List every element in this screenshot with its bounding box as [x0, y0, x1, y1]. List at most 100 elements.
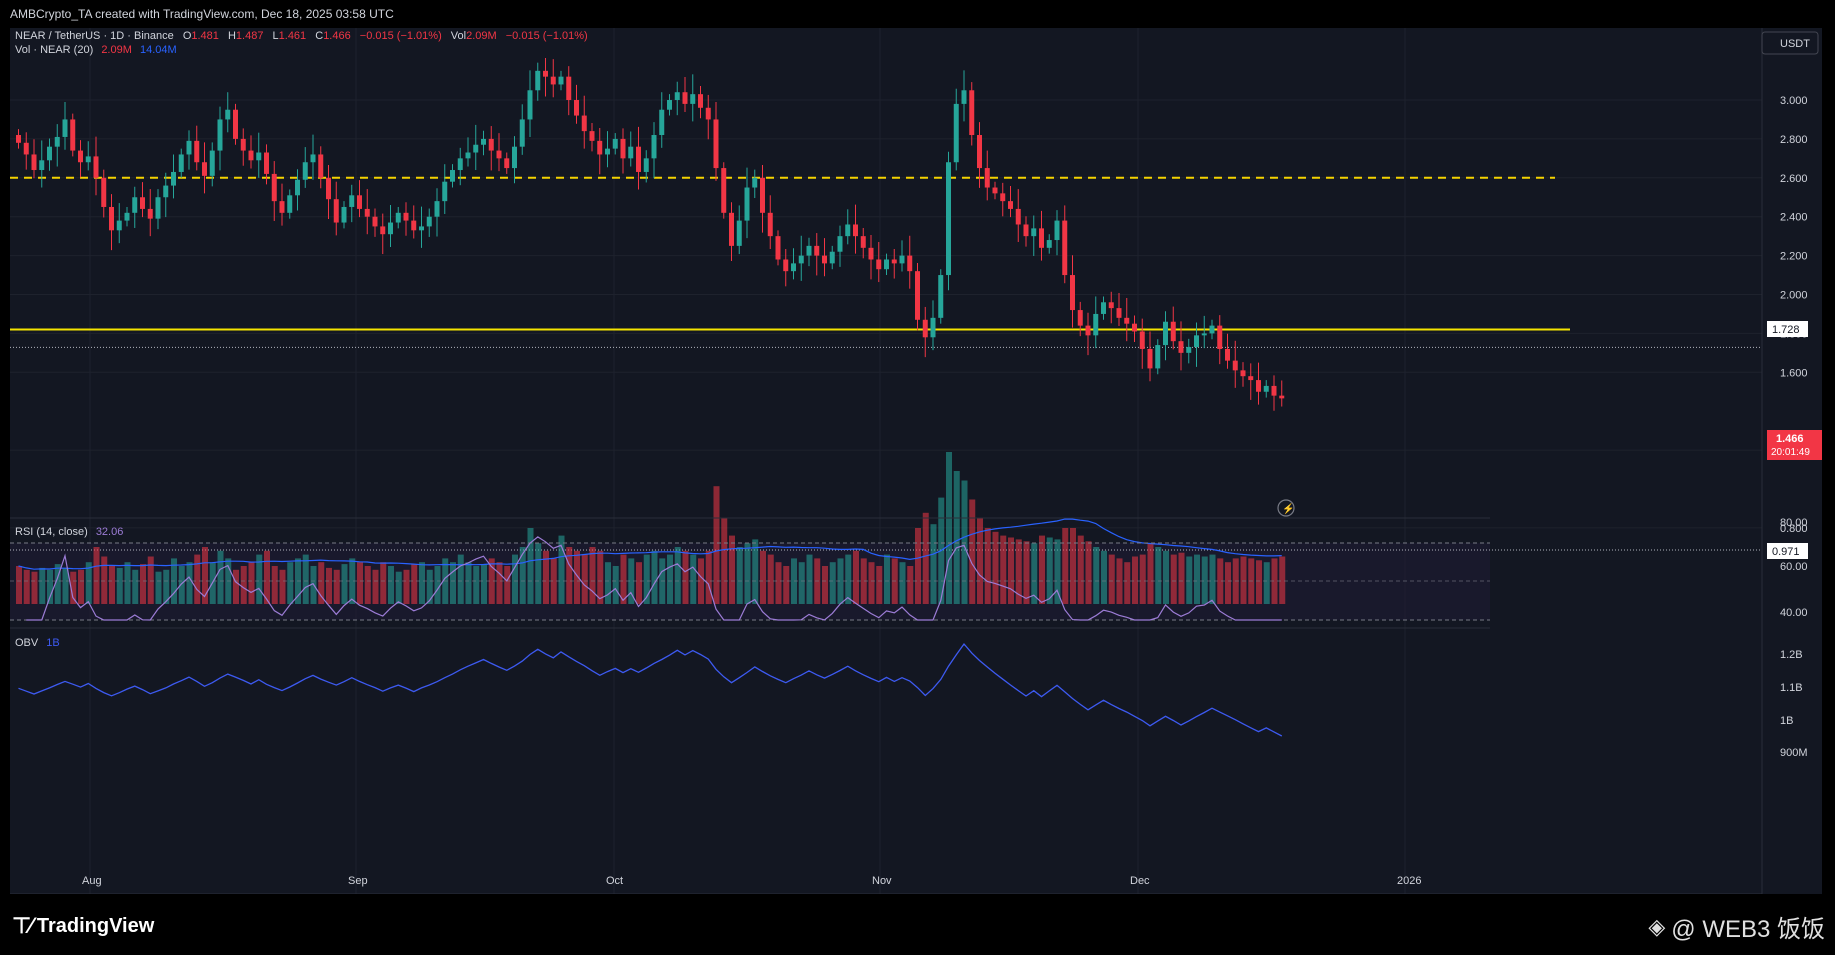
candle-body — [589, 131, 595, 141]
volume-bar — [341, 564, 348, 604]
obv-tick: 1.1B — [1780, 682, 1803, 694]
candle-body — [1077, 310, 1083, 326]
candle-body — [977, 135, 982, 169]
candle-body — [806, 245, 812, 256]
volume-bar — [450, 562, 456, 604]
volume-bar — [54, 564, 61, 604]
volume-bar — [636, 562, 642, 604]
price-levels — [10, 176, 1762, 551]
candle-body — [341, 206, 347, 223]
footer-bar: ⊤⁄ TradingView ◈ @ WEB3 饭饭 — [0, 895, 1835, 955]
candle-body — [426, 216, 432, 227]
candle-body — [302, 162, 308, 180]
volume-bar — [535, 543, 542, 604]
candle-body — [209, 150, 215, 176]
chart-frame[interactable]: ⚡ NEAR / TetherUS · 1D · Binance O1.481 … — [10, 28, 1822, 894]
candle-body — [465, 152, 471, 159]
volume-bar — [1263, 562, 1270, 604]
volume-bar — [264, 550, 270, 604]
volume-bar — [1132, 556, 1138, 604]
volume-bar — [349, 558, 356, 604]
last-price-marker — [1767, 430, 1822, 460]
volume-bar — [915, 528, 921, 604]
volume-bar — [411, 564, 418, 604]
volume-bar — [248, 562, 255, 604]
volume-bar — [47, 569, 53, 604]
candle-body — [884, 259, 889, 270]
volume-bar — [1163, 550, 1169, 604]
volume-bar — [488, 558, 495, 604]
candle-body — [171, 171, 176, 186]
volume-bar — [566, 547, 573, 604]
candle-body — [822, 255, 827, 264]
candle-body — [1139, 331, 1145, 349]
volume-bar — [992, 531, 999, 604]
candle-body — [1240, 370, 1246, 377]
lightning-icon[interactable] — [1277, 499, 1295, 517]
candle-body — [1256, 380, 1261, 392]
candle-body — [922, 319, 928, 338]
volume-bar — [1046, 537, 1053, 604]
candle-body — [961, 90, 967, 104]
candle-body — [605, 148, 610, 155]
volume-bar — [62, 567, 69, 604]
candle-body — [1039, 228, 1044, 248]
price-axis-bg — [1762, 28, 1822, 894]
candle-body — [1101, 302, 1106, 314]
rsi-tick: 40.00 — [1780, 607, 1808, 619]
candle-body — [488, 138, 494, 151]
volume-bar — [690, 554, 697, 604]
volume-bar — [969, 499, 976, 604]
obv-axis-ticks: 1.2B 1.1B 1B 900M — [1780, 649, 1808, 759]
candle-body — [357, 195, 362, 209]
candle-body — [1163, 321, 1168, 346]
volume-bar — [543, 550, 549, 604]
candle-body — [566, 76, 572, 100]
volume-bar — [876, 566, 883, 604]
candle-body — [946, 162, 951, 276]
candle-body — [868, 247, 874, 260]
candle-body — [837, 236, 843, 252]
time-axis-ticks: Aug Sep Oct Nov Dec 2026 — [82, 875, 1421, 887]
price-tick: 0.800 — [1780, 523, 1808, 535]
candle-body — [411, 220, 417, 231]
candle-body — [256, 152, 262, 161]
legend-symbol: NEAR / TetherUS · 1D · Binance — [15, 30, 174, 42]
volume-bar — [822, 566, 828, 604]
volume-bar — [752, 539, 759, 604]
volume-bar — [667, 554, 673, 604]
candle-body — [760, 177, 765, 213]
volume-bar — [318, 562, 325, 604]
candle-body — [1085, 325, 1091, 336]
volume-bar — [302, 554, 309, 604]
candle-body — [496, 150, 502, 159]
chart-canvas[interactable]: ⚡ NEAR / TetherUS · 1D · Binance O1.481 … — [10, 28, 1822, 894]
candle-body — [116, 220, 122, 231]
candle-body — [318, 154, 324, 178]
candle-body — [1132, 323, 1137, 332]
candle-body — [16, 135, 21, 143]
tradingview-wordmark: TradingView — [36, 914, 155, 937]
currency-button[interactable] — [1761, 31, 1819, 55]
candle-body — [279, 201, 285, 213]
volume-bar — [287, 562, 294, 604]
volume-bar — [558, 535, 565, 604]
candle-body — [519, 119, 525, 147]
candle-body — [1201, 333, 1207, 336]
candle-body — [264, 152, 269, 174]
candle-body — [705, 107, 711, 120]
obv-legend: OBV 1B — [15, 637, 60, 649]
volume-bar — [194, 554, 201, 604]
candle-body — [713, 119, 719, 169]
candle-body — [1070, 275, 1075, 311]
candle-body — [434, 201, 440, 217]
time-tick: Oct — [606, 875, 623, 887]
volume-bar — [1271, 558, 1278, 604]
candle-body — [217, 119, 223, 151]
volume-bar — [426, 569, 433, 604]
candle-body — [1209, 325, 1215, 334]
tradingview-logo[interactable]: ⊤⁄ TradingView — [12, 913, 154, 939]
candle-body — [783, 259, 789, 272]
dotted-level-marker — [1767, 321, 1808, 337]
obv-tick: 900M — [1780, 747, 1808, 759]
